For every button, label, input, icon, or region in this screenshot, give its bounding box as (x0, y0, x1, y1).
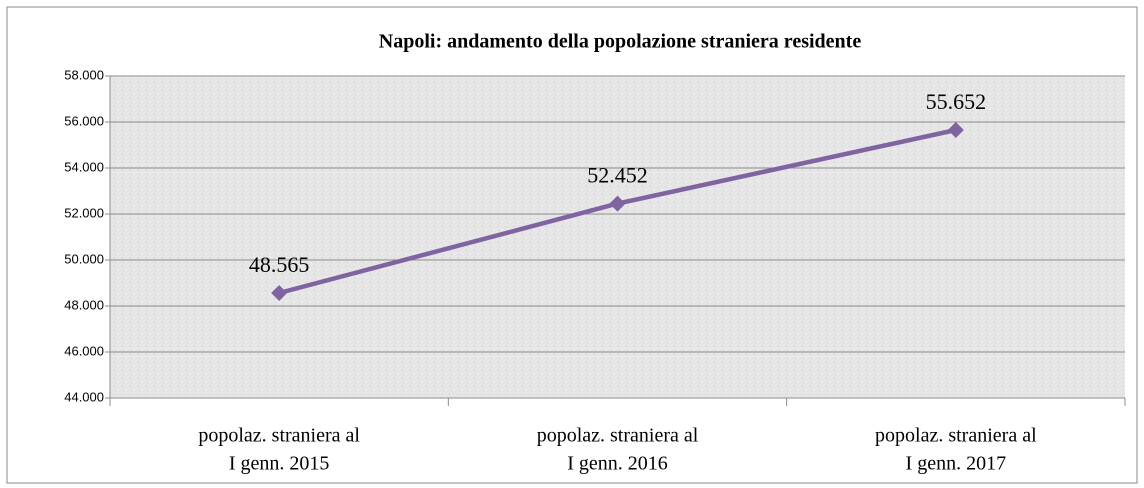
y-tick-label: 58.000 (64, 67, 104, 82)
marker (609, 195, 626, 212)
y-tick-label: 54.000 (64, 159, 104, 174)
x-tick-label: popolaz. straniera al (537, 425, 699, 447)
x-tick-label: I genn. 2017 (906, 453, 1007, 475)
y-tick-label: 48.000 (64, 297, 104, 312)
data-label: 48.565 (249, 252, 310, 277)
y-tick-label: 56.000 (64, 113, 104, 128)
y-tick-label: 50.000 (64, 251, 104, 266)
y-tick-label: 52.000 (64, 205, 104, 220)
chart-title: Napoli: andamento della popolazione stra… (379, 31, 862, 53)
x-tick-label: popolaz. straniera al (875, 425, 1037, 447)
x-tick-label: I genn. 2015 (229, 453, 330, 475)
data-label: 55.652 (926, 89, 987, 114)
plot-area (110, 76, 1125, 398)
marker (271, 285, 288, 302)
x-tick-label: popolaz. straniera al (198, 425, 360, 447)
x-tick-label: I genn. 2016 (567, 453, 668, 475)
y-tick-label: 46.000 (64, 343, 104, 358)
y-tick-label: 44.000 (64, 389, 104, 404)
marker (947, 122, 964, 139)
data-label: 52.452 (587, 163, 648, 188)
